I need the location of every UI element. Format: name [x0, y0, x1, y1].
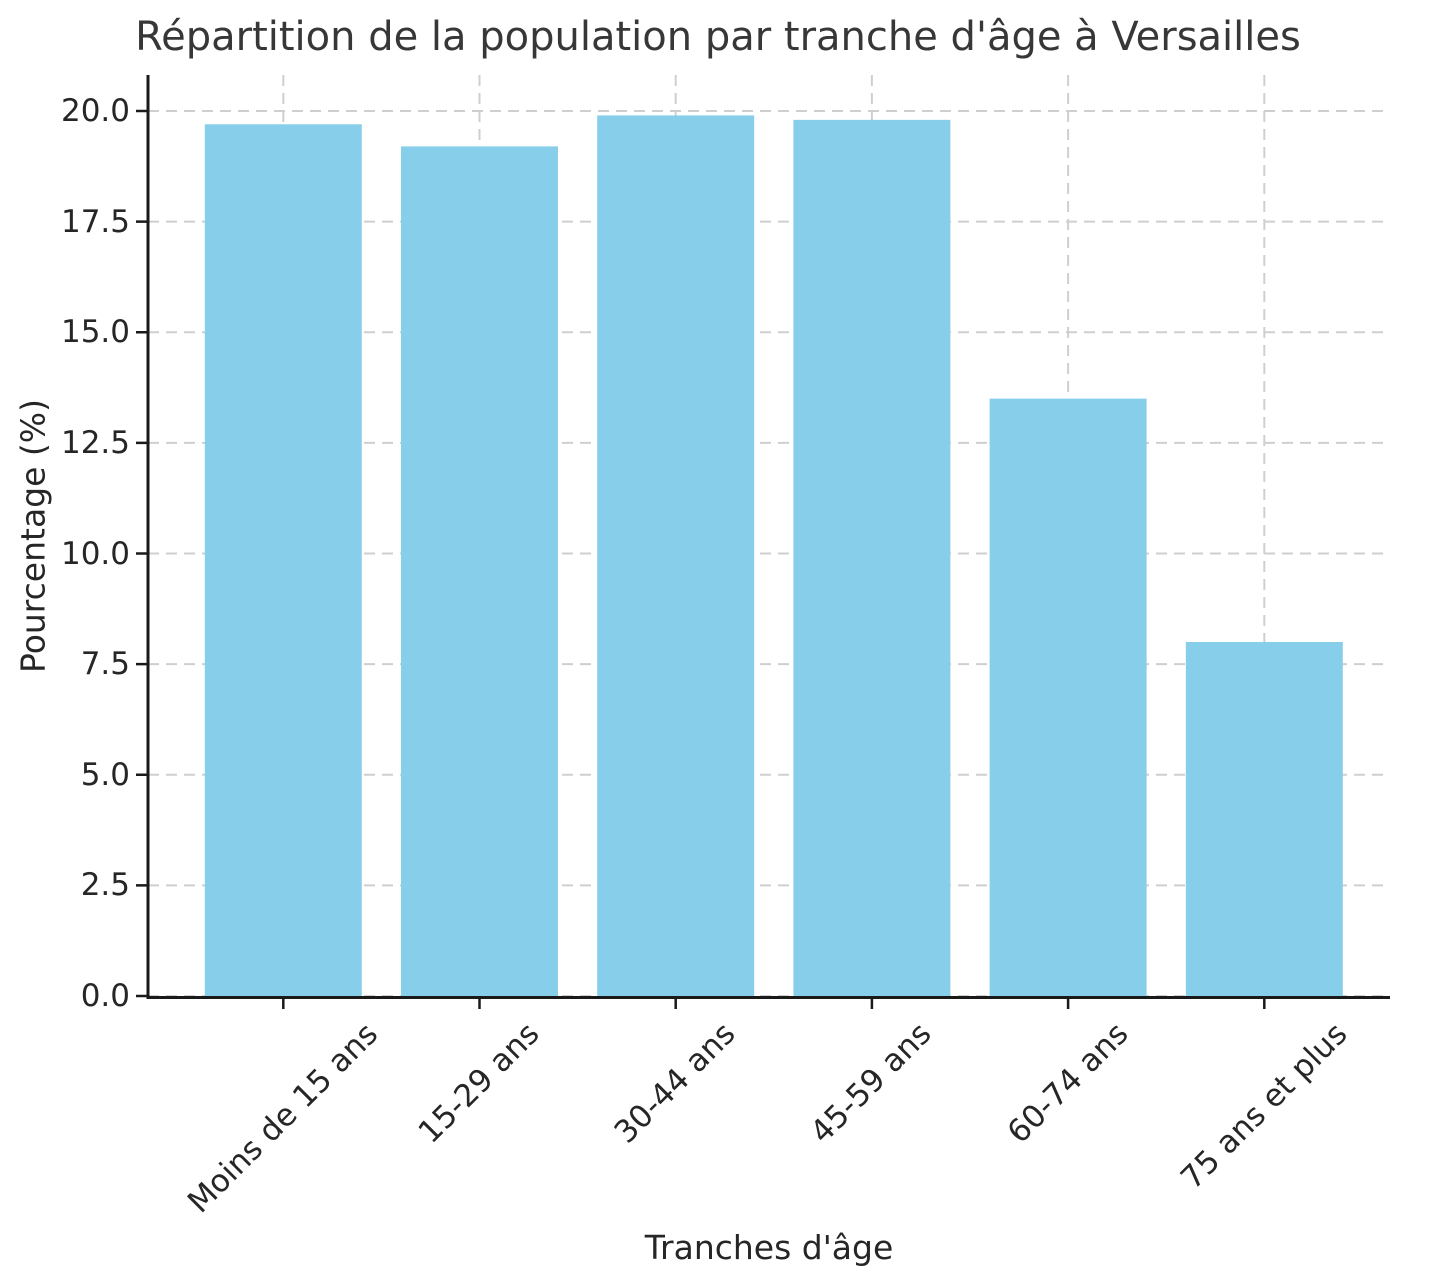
chart-title: Répartition de la population par tranche…: [135, 14, 1301, 60]
y-tick-label: 15.0: [60, 314, 130, 351]
y-tick-label: 0.0: [80, 978, 130, 1014]
y-tick-label: 20.0: [60, 93, 130, 129]
y-tick-label: 5.0: [80, 756, 130, 793]
x-axis-label: Tranches d'âge: [644, 1228, 894, 1267]
bar-45-59 ans: [793, 119, 951, 997]
y-tick-label: 12.5: [60, 424, 130, 461]
bar-30-44 ans: [597, 115, 755, 997]
bar-15-29 ans: [401, 146, 558, 996]
y-tick-label: 2.5: [80, 867, 130, 904]
bar-75 ans et plus: [1185, 642, 1343, 996]
y-tick-label: 17.5: [60, 203, 130, 240]
y-tick-label: 7.5: [80, 646, 130, 683]
bar-60-74 ans: [989, 398, 1147, 996]
y-tick-label: 10.0: [60, 535, 130, 572]
bar-Moins de 15 ans: [204, 124, 362, 996]
